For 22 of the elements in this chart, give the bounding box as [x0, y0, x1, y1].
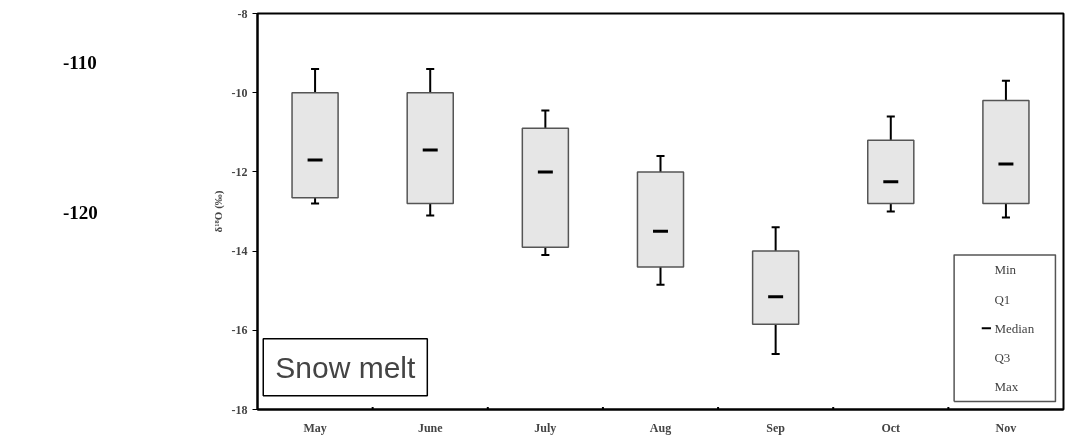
annotation: Snow melt	[275, 350, 416, 384]
x-tick-label: Aug	[649, 420, 672, 435]
y-tick-label: -18	[231, 402, 248, 417]
x-tick-label: Sep	[766, 420, 786, 435]
y-tick-label: -16	[231, 323, 248, 338]
x-tick-label: July	[534, 420, 557, 435]
annotation: Max	[994, 379, 1019, 395]
y-tick-label: -12	[231, 164, 248, 179]
y-tick-label: -10	[231, 85, 248, 100]
annotation: Median	[994, 320, 1035, 336]
x-tick-label: May	[303, 420, 327, 435]
x-tick-label: June	[417, 420, 444, 435]
x-tick-label: Oct	[881, 420, 901, 435]
annotation: Min	[994, 262, 1017, 278]
annotation: Q1	[994, 291, 1011, 307]
y-tick-label: -14	[231, 244, 248, 259]
y-axis-title: δ¹⁸O (‰)	[211, 190, 225, 233]
y-tick-label: -8	[237, 6, 248, 21]
text: -120	[63, 201, 98, 225]
text: -110	[63, 51, 97, 75]
annotation: Q3	[994, 350, 1011, 366]
x-tick-label: Nov	[995, 420, 1017, 435]
